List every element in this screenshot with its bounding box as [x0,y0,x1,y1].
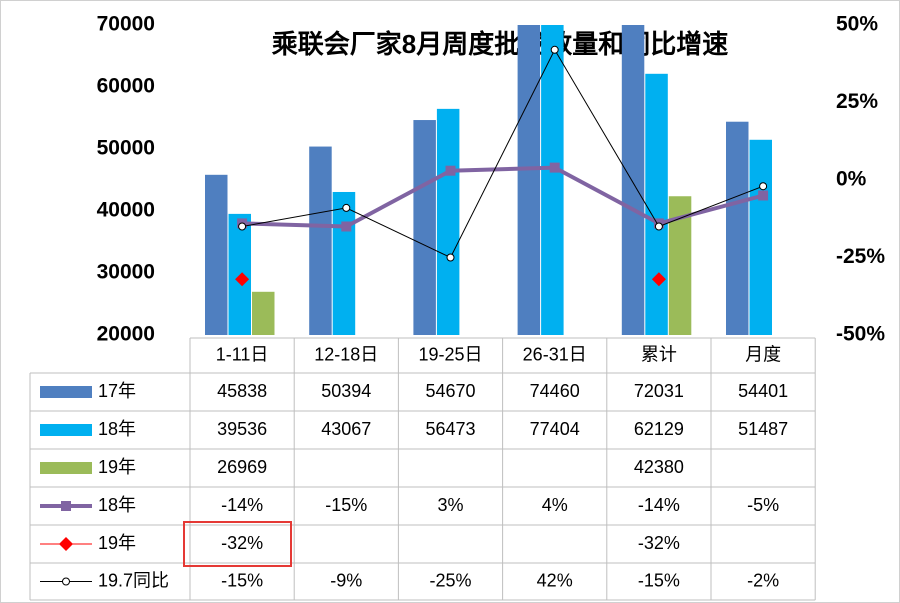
bar [413,120,436,335]
legend-swatch [40,462,92,474]
legend-swatch [40,386,92,398]
bar [436,108,460,335]
x-tick-label: 26-31日 [523,344,587,364]
x-tick-label: 累计 [641,344,677,364]
x-tick-label: 19-25日 [418,344,482,364]
table-cell: 74460 [530,381,580,401]
line-marker [759,182,768,191]
bar [332,191,356,335]
line-marker [446,253,455,262]
line-marker [341,221,352,232]
y-tick-label: 50000 [97,137,155,160]
x-tick-label: 12-18日 [314,344,378,364]
table-cell: -14% [638,495,680,515]
table-cell: 42380 [634,457,684,477]
table-cell: 56473 [425,419,475,439]
table-cell: 54401 [738,381,788,401]
bar [228,213,251,335]
table-cell: -32% [221,533,263,553]
table-cell: 45838 [217,381,267,401]
bar [205,174,228,335]
line-marker [654,222,663,231]
y-tick-label: 30000 [97,261,155,284]
y-tick-label: 70000 [97,13,155,36]
y2-tick-label: 50% [836,13,878,36]
y2-tick-label: 0% [836,168,867,191]
table-cell: -9% [330,570,362,590]
bar [309,146,332,335]
legend-label: 19.7同比 [98,570,169,590]
x-tick-label: 月度 [745,344,781,364]
table-cell: 39536 [217,419,267,439]
table-cell: 50394 [321,381,371,401]
table-cell: -5% [747,495,779,515]
table-cell: -15% [325,495,367,515]
y2-tick-label: -50% [836,323,885,346]
bar [252,291,275,335]
highlight-box [183,521,292,567]
line-marker [758,190,769,201]
table-cell: 62129 [634,419,684,439]
line-marker [549,162,560,173]
line-marker [235,272,250,287]
bar [517,25,541,335]
chart-title: 乘联会厂家8月周度批发数量和同比增速 [271,29,728,59]
line-marker [651,272,666,287]
legend-label: 19年 [98,457,136,477]
legend-marker [59,537,73,551]
table-cell: -15% [221,570,263,590]
table-cell: -14% [221,495,263,515]
table-cell: 72031 [634,381,684,401]
table-cell: -32% [638,533,680,553]
x-tick-label: 1-11日 [216,344,269,364]
table-cell: 3% [437,495,463,515]
legend-label: 17年 [98,381,136,401]
line [242,48,764,259]
y2-tick-label: 25% [836,90,878,113]
bar [726,121,749,335]
table-cell: -25% [429,570,471,590]
line-marker [238,222,247,231]
line-marker [342,203,351,212]
y2-tick-label: -25% [836,245,885,268]
bar [541,25,564,335]
y-tick-label: 60000 [97,75,155,98]
y-tick-label: 20000 [97,323,155,346]
bar [749,139,772,335]
table-cell: 43067 [321,419,371,439]
legend-swatch [40,424,92,436]
legend-label: 18年 [98,495,136,515]
bar [645,73,668,335]
table-cell: 4% [542,495,568,515]
bar [668,196,692,335]
table-cell: -15% [638,570,680,590]
bars [205,25,772,335]
y-tick-label: 40000 [97,199,155,222]
bar [621,25,645,335]
table-cell: 51487 [738,419,788,439]
line [242,165,764,229]
table-cell: 26969 [217,457,267,477]
legend-marker [62,577,70,586]
table-cell: 54670 [425,381,475,401]
table-cell: 77404 [530,419,580,439]
legend-marker [61,501,71,511]
legend-label: 18年 [98,419,136,439]
line-marker [445,165,456,176]
legend-label: 19年 [98,533,136,553]
table-cell: -2% [747,570,779,590]
line-marker [550,45,559,54]
table-cell: 42% [537,570,573,590]
